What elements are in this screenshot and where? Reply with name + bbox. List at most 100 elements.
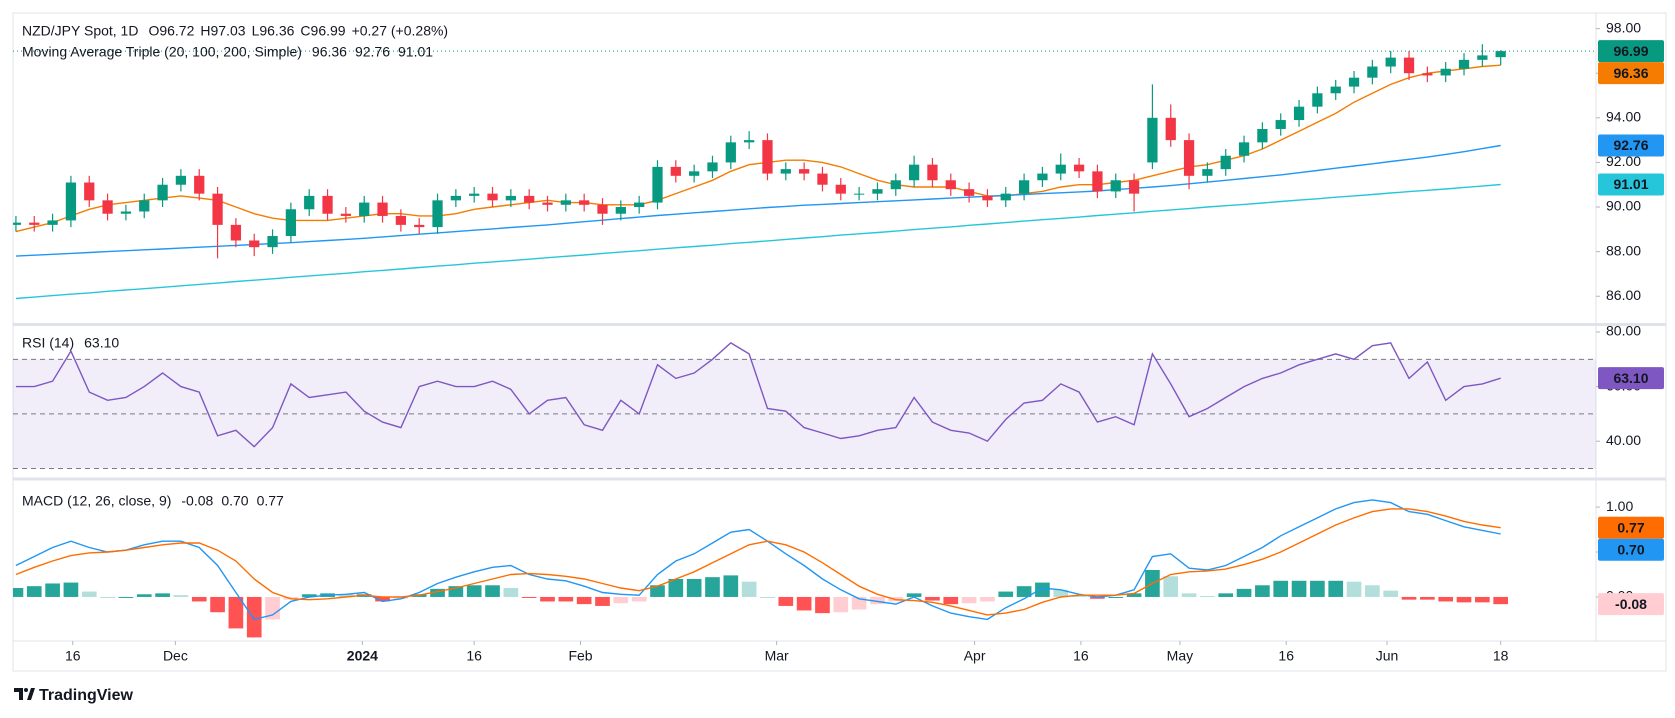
candle-body — [395, 215, 407, 225]
histogram-bar — [1328, 580, 1344, 597]
indicator-value: 0.77 — [257, 493, 284, 509]
histogram-bar — [118, 596, 134, 598]
histogram-bar — [301, 594, 317, 597]
candle-body — [1312, 93, 1323, 107]
candle-body — [1110, 180, 1121, 192]
x-tick-label: 18 — [1493, 648, 1509, 664]
candle-body — [212, 193, 223, 225]
candle-body — [432, 200, 443, 228]
histogram-bar — [943, 596, 959, 605]
candle-body — [230, 224, 242, 241]
candle-body — [487, 193, 498, 201]
candle-body — [853, 193, 865, 195]
histogram-bar — [1383, 590, 1399, 597]
value-badge-label: 0.77 — [1617, 519, 1644, 535]
histogram-bar — [558, 596, 574, 602]
candle-body — [505, 195, 516, 201]
histogram-bar — [778, 596, 794, 606]
candle-body — [377, 202, 388, 216]
histogram-bar — [448, 586, 464, 597]
histogram-bar — [613, 596, 629, 604]
value-badge — [1598, 40, 1664, 63]
candle-body — [304, 195, 315, 210]
histogram-value: -0.08 — [181, 493, 213, 509]
histogram-bar — [136, 594, 152, 597]
candle-body — [707, 162, 718, 172]
ohlc-value: 97.03 — [211, 23, 246, 39]
indicator-value: 91.01 — [398, 44, 433, 60]
histogram-bar — [1291, 580, 1307, 597]
candle-body — [744, 140, 755, 143]
histogram-bar — [228, 596, 244, 629]
histogram-bar — [1273, 580, 1289, 597]
chart-frame — [12, 12, 1667, 672]
candle-body — [835, 184, 846, 194]
x-tick-label: Feb — [568, 648, 592, 664]
symbol-title: NZD/JPY Spot, 1D — [22, 23, 138, 39]
candle-body — [799, 169, 810, 174]
candle-body — [982, 195, 993, 201]
value-badge — [1598, 516, 1664, 539]
y-tick-label: 80.00 — [1606, 323, 1641, 339]
histogram-bar — [466, 585, 482, 597]
histogram-bar — [1108, 596, 1124, 598]
ohlc-prefix: H — [200, 23, 210, 39]
x-tick-label: Apr — [964, 648, 986, 664]
candle-body — [1422, 73, 1433, 76]
candle-body — [597, 204, 608, 214]
histogram-bar — [796, 596, 812, 611]
candle-body — [1257, 128, 1268, 143]
candle-body — [652, 166, 663, 203]
histogram-bar — [540, 596, 555, 602]
ohlc-prefix: O — [148, 23, 159, 39]
candle-body — [65, 182, 77, 221]
brand: TradingView — [39, 687, 134, 704]
x-tick-label: Jun — [1376, 648, 1399, 664]
candle-body — [175, 175, 187, 185]
candle-body — [84, 182, 95, 201]
candle-body — [725, 142, 736, 163]
value-badge-label: 96.99 — [1613, 43, 1648, 59]
histogram-bar — [686, 578, 702, 597]
histogram-bar — [1475, 596, 1490, 603]
histogram-bar — [815, 596, 830, 614]
value-badge-label: -0.08 — [1615, 596, 1647, 612]
candle-body — [322, 195, 333, 214]
value-badge — [1598, 367, 1664, 390]
y-tick-label: 86.00 — [1606, 287, 1641, 303]
x-tick-label: Dec — [163, 648, 188, 664]
histogram-bar — [100, 596, 115, 598]
y-tick-label: 98.00 — [1606, 19, 1641, 35]
candle-body — [1183, 140, 1195, 176]
histogram-bar — [980, 596, 995, 602]
histogram-bar — [1090, 596, 1105, 599]
histogram-bar — [246, 596, 262, 638]
candle-body — [285, 209, 297, 237]
candle-body — [579, 200, 590, 205]
candle-body — [542, 202, 553, 205]
indicator-title: MACD (12, 26, close, 9) — [22, 493, 171, 509]
ohlc-value: 96.72 — [159, 23, 194, 39]
candle-body — [560, 200, 571, 205]
histogram-bar — [26, 586, 42, 597]
histogram-bar — [375, 596, 390, 602]
indicator-line — [15, 508, 1501, 616]
candle-body — [1403, 57, 1415, 74]
ohlc-value: 96.36 — [259, 23, 294, 39]
y-tick-label: 1.00 — [1606, 498, 1633, 514]
histogram-bar — [760, 596, 775, 598]
histogram-bar — [705, 577, 720, 597]
pane-plot — [13, 342, 1596, 470]
candle-body — [1018, 180, 1030, 194]
value-badge — [1598, 173, 1664, 196]
candle-body — [469, 193, 480, 196]
x-tick-label: 2024 — [347, 648, 378, 664]
candle-body — [1293, 106, 1305, 121]
value-badge-label: 92.76 — [1613, 137, 1648, 153]
ohlc-prefix: L — [252, 23, 260, 39]
histogram-bar — [870, 596, 885, 605]
candle-body — [1477, 55, 1488, 60]
value-badge — [1598, 538, 1664, 561]
value-badge-label: 91.01 — [1613, 176, 1648, 192]
